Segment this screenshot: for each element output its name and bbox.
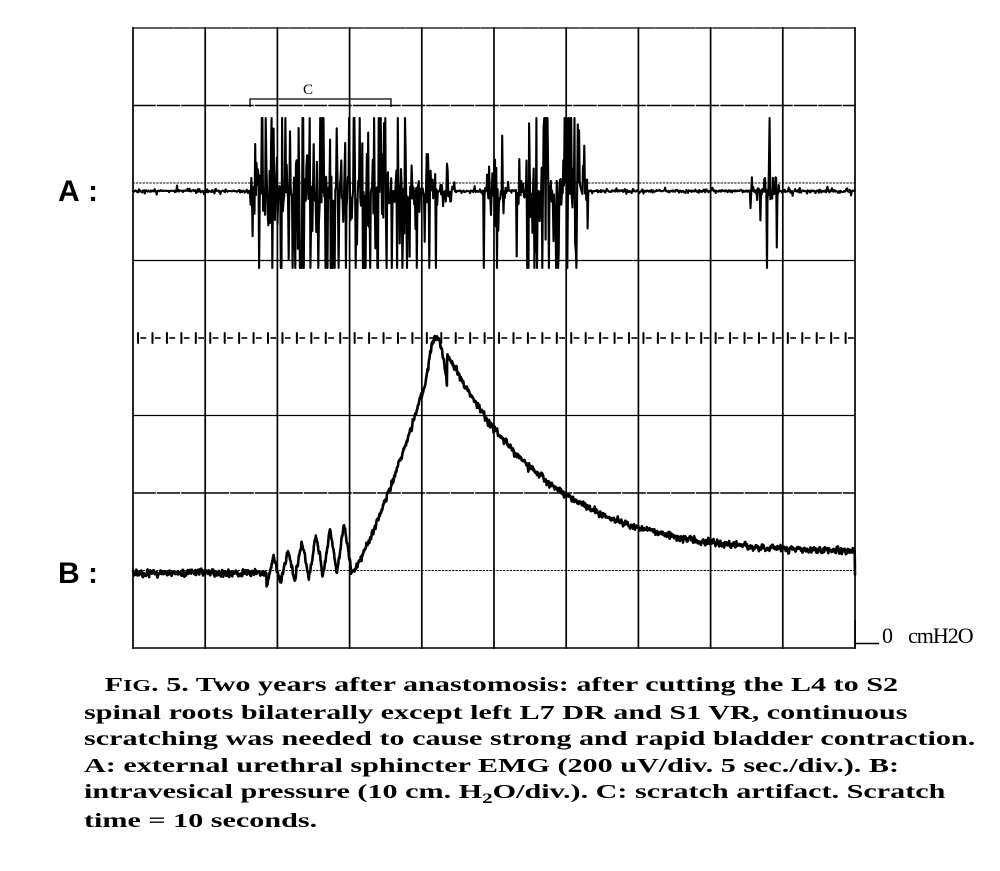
svg-text:cmH2O: cmH2O — [908, 623, 973, 648]
svg-text:0: 0 — [882, 623, 893, 648]
svg-text:C: C — [303, 82, 313, 98]
